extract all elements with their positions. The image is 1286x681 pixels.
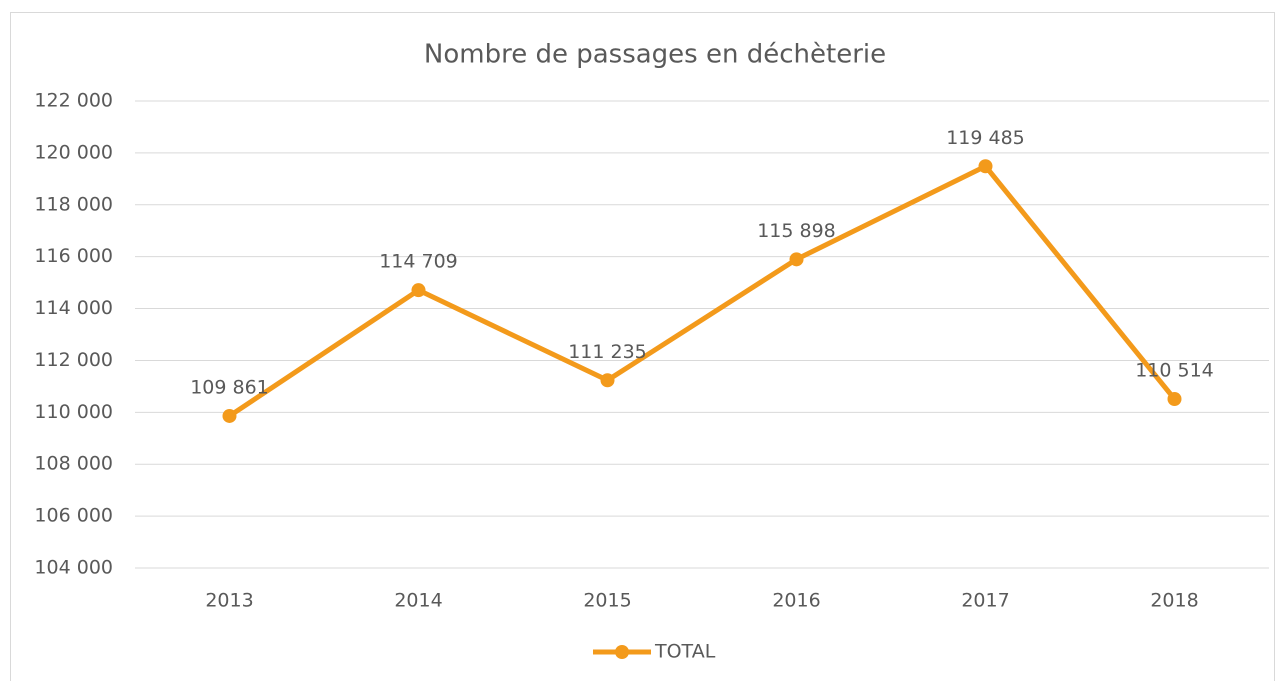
y-tick-label: 116 000 xyxy=(34,245,113,267)
marker xyxy=(1167,391,1182,406)
marker xyxy=(222,408,237,423)
y-tick-label: 122 000 xyxy=(34,90,113,112)
x-tick-label: 2015 xyxy=(583,590,631,612)
y-tick-label: 112 000 xyxy=(34,349,113,371)
data-label: 110 514 xyxy=(1135,359,1214,381)
data-label: 109 861 xyxy=(190,376,269,398)
x-tick-label: 2013 xyxy=(205,590,253,612)
marker xyxy=(789,252,804,267)
y-tick-label: 108 000 xyxy=(34,453,113,475)
data-label: 111 235 xyxy=(568,341,647,363)
data-label: 119 485 xyxy=(946,127,1025,149)
marker xyxy=(978,159,993,174)
legend-marker xyxy=(615,645,629,659)
data-label: 114 709 xyxy=(379,251,458,273)
marker xyxy=(600,373,615,388)
chart-border xyxy=(10,12,1275,681)
legend-label: TOTAL xyxy=(654,641,716,663)
y-tick-label: 120 000 xyxy=(34,141,113,163)
y-tick-label: 104 000 xyxy=(34,557,113,579)
x-tick-label: 2018 xyxy=(1150,590,1198,612)
chart-title: Nombre de passages en déchèterie xyxy=(424,40,886,70)
x-tick-label: 2016 xyxy=(772,590,820,612)
y-tick-label: 106 000 xyxy=(34,505,113,527)
y-tick-label: 118 000 xyxy=(34,193,113,215)
y-tick-label: 110 000 xyxy=(34,401,113,423)
x-tick-label: 2014 xyxy=(394,590,442,612)
marker xyxy=(411,283,426,298)
data-label: 115 898 xyxy=(757,220,836,242)
y-tick-label: 114 000 xyxy=(34,297,113,319)
x-tick-label: 2017 xyxy=(961,590,1009,612)
line xyxy=(228,163,1177,419)
